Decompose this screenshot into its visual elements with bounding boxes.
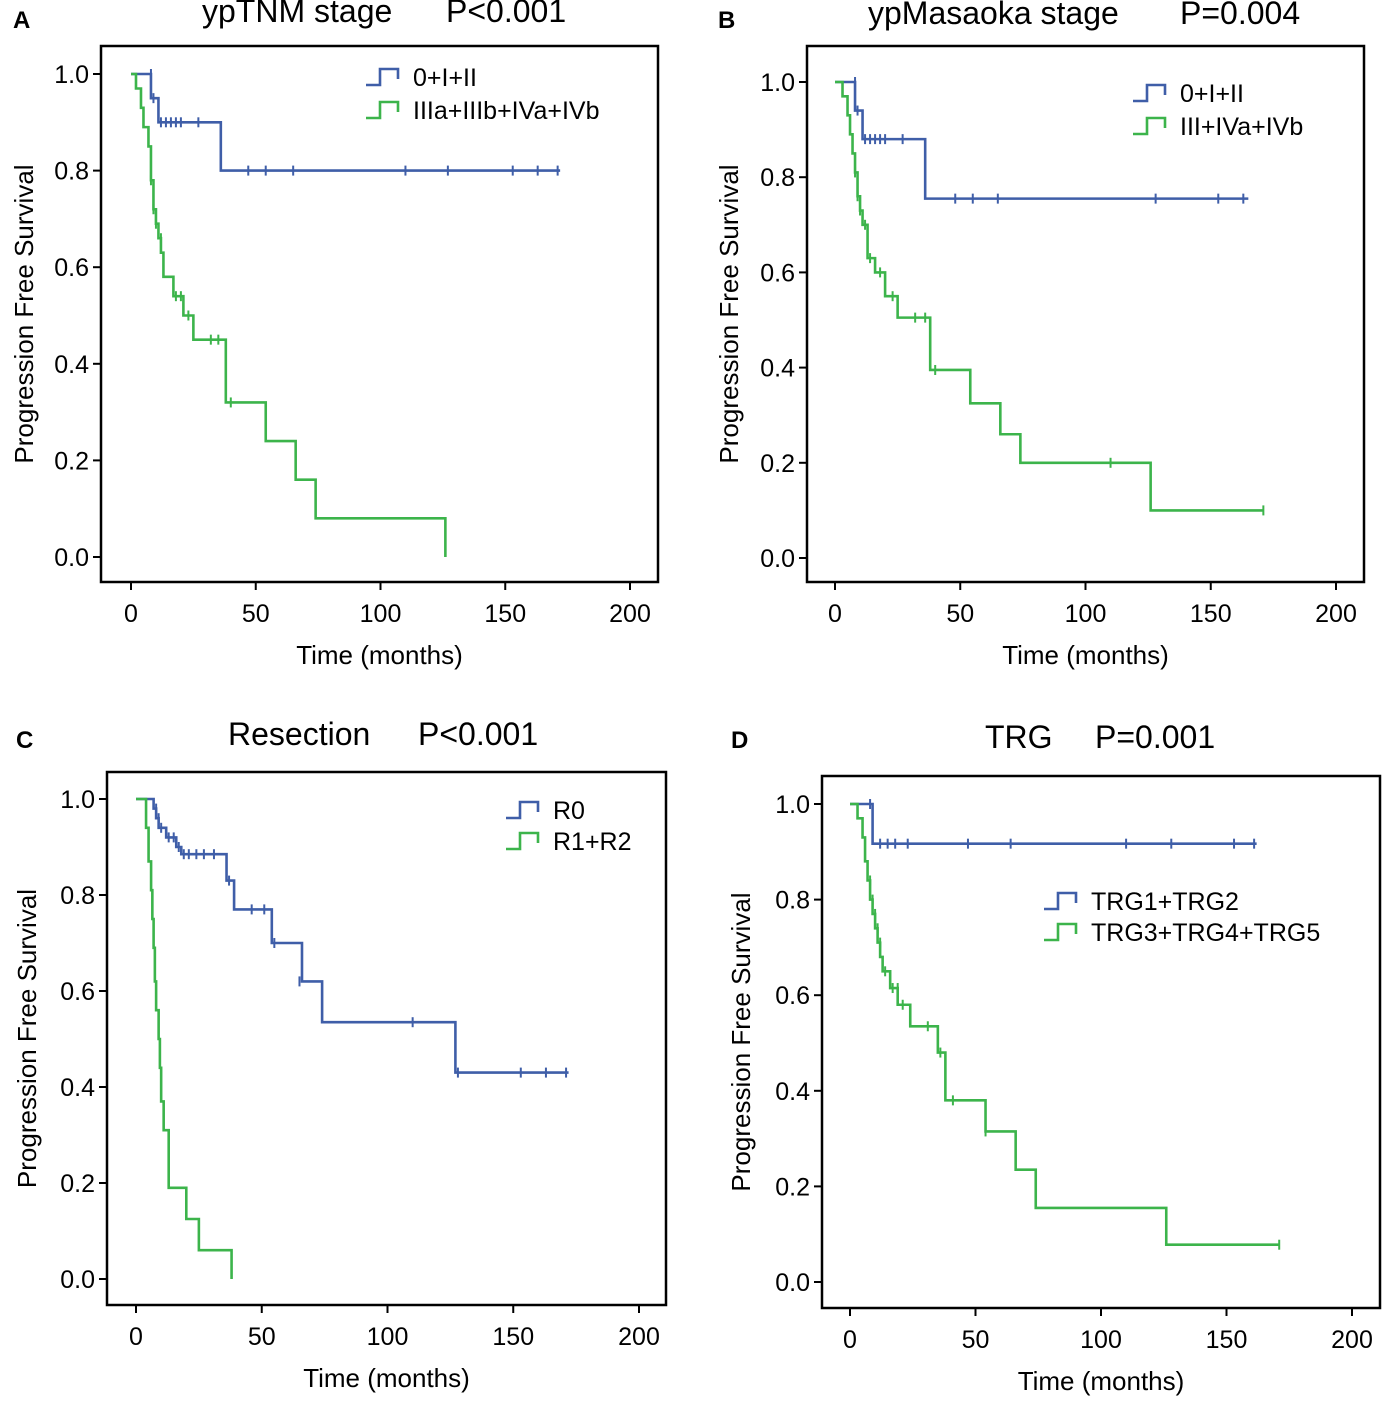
x-tick-label: 50: [248, 1323, 276, 1351]
x-tick-label: 150: [1190, 600, 1232, 628]
y-tick-label: 0.8: [775, 887, 810, 915]
y-tick-label: 1.0: [760, 69, 795, 97]
km-curve-series-2: [131, 72, 447, 557]
legend-label: 0+I+II: [413, 64, 477, 92]
legend-label: TRG1+TRG2: [1091, 888, 1239, 916]
p-value: P=0.004: [1180, 0, 1300, 31]
legend-label: III+IVa+IVb: [1180, 113, 1303, 141]
x-tick-label: 0: [828, 600, 842, 628]
y-tick-label: 0.6: [54, 254, 89, 282]
km-panel-d: D TRG P=0.001 0 50 100 150 200 0.0 0.2 0.4 0.6 0.8 1.…: [726, 719, 1382, 1396]
y-tick-label: 0.2: [760, 450, 795, 478]
y-tick-label: 0.4: [775, 1078, 810, 1106]
panel-letter: A: [13, 7, 30, 34]
legend-swatch: [506, 800, 540, 820]
legend-swatch: [1133, 83, 1167, 103]
y-tick-label: 0.2: [60, 1170, 95, 1198]
x-tick-label: 50: [946, 600, 974, 628]
y-tick-label: 0.8: [760, 164, 795, 192]
x-axis-label: Time (months): [303, 1363, 470, 1393]
y-tick-label: 1.0: [775, 791, 810, 819]
x-tick-label: 0: [129, 1323, 143, 1351]
legend-label: IIIa+IIIb+IVa+IVb: [413, 97, 599, 125]
chart-title: ypTNM stage: [202, 0, 392, 29]
y-tick-label: 0.0: [54, 544, 89, 572]
x-tick-label: 50: [962, 1326, 990, 1354]
x-tick-label: 200: [609, 600, 651, 628]
y-tick-label: 0.0: [760, 545, 795, 573]
y-tick-label: 0.6: [60, 978, 95, 1006]
y-tick-label: 1.0: [54, 61, 89, 89]
y-axis-label: Progression Free Survival: [726, 892, 756, 1191]
chart-title: Resection: [228, 716, 370, 752]
x-tick-label: 200: [1331, 1326, 1373, 1354]
x-tick-label: 150: [484, 600, 526, 628]
km-curve-series-2: [850, 802, 1280, 1247]
legend-label: TRG3+TRG4+TRG5: [1091, 919, 1320, 947]
x-tick-label: 200: [618, 1323, 660, 1351]
legend-swatch: [366, 67, 400, 87]
x-tick-label: 100: [1080, 1326, 1122, 1354]
x-axis-label: Time (months): [1018, 1366, 1185, 1396]
p-value: P<0.001: [446, 0, 566, 29]
legend-label: R0: [553, 797, 585, 825]
y-axis-label: Progression Free Survival: [714, 164, 744, 463]
x-tick-label: 150: [492, 1323, 534, 1351]
y-tick-label: 0.4: [60, 1074, 95, 1102]
y-tick-label: 0.4: [54, 351, 89, 379]
x-tick-label: 0: [843, 1326, 857, 1354]
y-tick-label: 0.8: [54, 158, 89, 186]
y-axis-label: Progression Free Survival: [12, 889, 42, 1188]
y-tick-label: 0.8: [60, 882, 95, 910]
km-curve-series-1: [850, 802, 1257, 845]
p-value: P<0.001: [418, 716, 538, 752]
legend-swatch: [366, 100, 400, 120]
x-tick-label: 100: [360, 600, 402, 628]
x-tick-label: 100: [367, 1323, 409, 1351]
y-tick-label: 0.0: [60, 1266, 95, 1294]
km-panel-c: C Resection P<0.001 0 50 100 150 200 0.0 0.2 0.4 0.…: [12, 716, 668, 1393]
y-tick-label: 0.2: [54, 447, 89, 475]
x-axis-label: Time (months): [296, 640, 463, 670]
km-curve-series-2: [136, 797, 233, 1279]
legend-label: 0+I+II: [1180, 80, 1244, 108]
chart-title: ypMasaoka stage: [868, 0, 1119, 31]
legend-swatch: [506, 831, 540, 851]
km-curve-series-1: [136, 797, 569, 1074]
panel-letter: B: [718, 7, 735, 34]
panel-letter: C: [16, 727, 33, 754]
y-tick-label: 0.4: [760, 355, 795, 383]
y-tick-label: 0.0: [775, 1269, 810, 1297]
km-curve-series-2: [835, 80, 1264, 512]
legend-label: R1+R2: [553, 828, 632, 856]
x-tick-label: 100: [1065, 600, 1107, 628]
legend-swatch: [1044, 891, 1078, 911]
x-tick-label: 50: [242, 600, 270, 628]
x-tick-label: 200: [1315, 600, 1357, 628]
plot-frame: [820, 774, 1382, 1310]
x-axis-label: Time (months): [1002, 640, 1169, 670]
y-tick-label: 0.2: [775, 1173, 810, 1201]
y-tick-label: 0.6: [775, 982, 810, 1010]
chart-title: TRG: [985, 719, 1053, 755]
x-tick-label: 0: [124, 600, 138, 628]
y-axis-label: Progression Free Survival: [9, 164, 39, 463]
x-tick-label: 150: [1206, 1326, 1248, 1354]
legend-swatch: [1044, 922, 1078, 942]
y-tick-label: 0.6: [760, 259, 795, 287]
panel-letter: D: [731, 727, 748, 754]
y-tick-label: 1.0: [60, 786, 95, 814]
legend-swatch: [1133, 116, 1167, 136]
p-value: P=0.001: [1095, 719, 1215, 755]
